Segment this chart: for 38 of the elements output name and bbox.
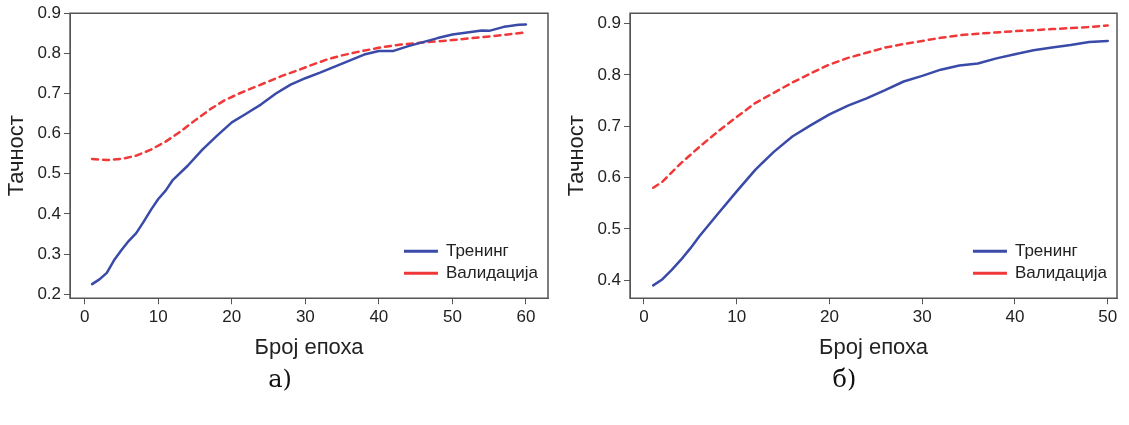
y-tick-label: 0.7 [597,115,622,135]
text: б) [831,365,858,393]
x-tick-label: 0 [639,307,649,327]
x-tick-label: 40 [369,307,389,327]
y-tick-label: 0.5 [597,218,622,238]
y-tick-label: 0.4 [597,269,622,289]
x-tick-label: 20 [820,307,839,327]
y-axis-title: Тачност [3,115,29,197]
y-tick-label: 0.8 [597,64,622,84]
y-tick-label: 0.3 [37,243,62,263]
line-series [651,24,1109,190]
x-tick-label: 10 [727,307,747,327]
y-tick-label: 0.6 [37,123,62,143]
x-tick-label: 40 [1005,307,1025,327]
y-tick-label: 0.9 [37,2,62,22]
legend-label: Тренинг [445,240,509,260]
legend-label: Валидација [1014,262,1108,282]
x-tick-label: 20 [222,307,242,327]
legend-label: Валидација [445,262,539,282]
y-tick-label: 0.8 [37,43,62,63]
x-tick-label: 50 [1098,307,1118,327]
y-axis-title: Тачност [563,115,589,197]
x-tick-label: 30 [912,307,932,327]
y-tick-label: 0.2 [37,283,62,303]
legend-label: Тренинг [1014,240,1078,260]
y-tick-label: 0.6 [597,167,622,187]
x-tick-label: 50 [442,307,462,327]
x-tick-label: 60 [516,307,536,327]
x-tick-label: 10 [148,307,168,327]
y-tick-label: 0.5 [37,163,62,183]
x-tick-label: 30 [295,307,315,327]
y-tick-label: 0.7 [37,83,62,103]
x-axis-title: Број епоха [254,333,365,359]
text: а) [267,365,293,393]
x-tick-label: 0 [80,307,90,327]
y-tick-label: 0.4 [37,203,62,223]
x-axis-title: Број епоха [818,333,929,359]
y-tick-label: 0.9 [597,13,622,33]
